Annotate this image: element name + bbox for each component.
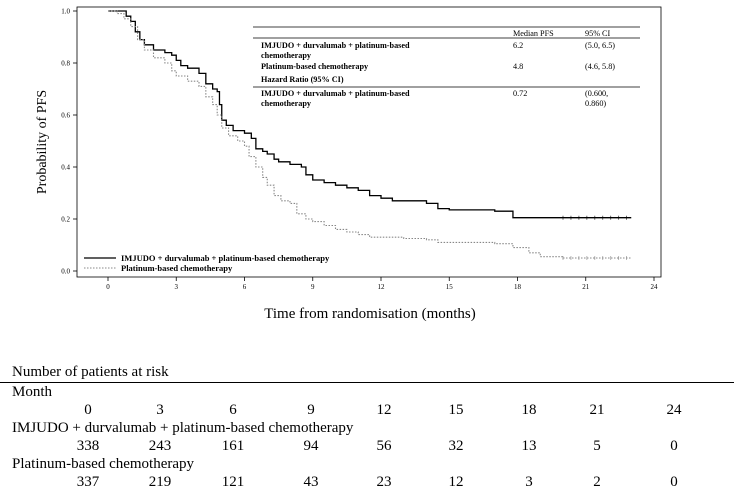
risk-count-platinum: 121 xyxy=(221,474,245,490)
risk-count-imjudo: 0 xyxy=(670,438,678,454)
summary-header-ci: 95% CI xyxy=(585,29,611,38)
risk-group2-label: Platinum-based chemotherapy xyxy=(12,456,195,472)
risk-count-platinum: 337 xyxy=(76,474,100,490)
risk-month-value: 3 xyxy=(156,402,164,418)
risk-month-value: 9 xyxy=(307,402,315,418)
risk-count-imjudo: 13 xyxy=(521,438,537,454)
legend-label: IMJUDO + durvalumab + platinum-based che… xyxy=(121,253,330,263)
summary-header-median: Median PFS xyxy=(513,29,554,38)
risk-table-title: Number of patients at risk xyxy=(12,364,169,380)
x-tick-label: 9 xyxy=(311,283,315,291)
risk-month-value: 21 xyxy=(589,402,605,418)
x-tick-label: 3 xyxy=(175,283,179,291)
summary-row1-label-line1: IMJUDO + durvalumab + platinum-based xyxy=(261,41,410,50)
x-tick-label: 21 xyxy=(582,283,590,291)
risk-group2-counts-row: 337 219 121 43 23 12 3 2 0 xyxy=(0,474,734,494)
summary-hr-ci-line1: (0.600, xyxy=(585,89,608,98)
summary-row1-label-line2: chemotherapy xyxy=(261,51,312,60)
summary-row2-ci: (4.6, 5.8) xyxy=(585,62,615,71)
x-tick-label: 24 xyxy=(651,283,659,291)
summary-hr-ci-line2: 0.860) xyxy=(585,99,606,108)
risk-count-platinum: 2 xyxy=(593,474,601,490)
y-tick-label: 0.2 xyxy=(61,216,70,224)
y-tick-label: 0.6 xyxy=(61,112,70,120)
summary-hr-title: Hazard Ratio (95% CI) xyxy=(261,75,344,84)
summary-row2-median: 4.8 xyxy=(513,62,523,71)
plot-frame xyxy=(76,6,662,278)
risk-count-imjudo: 243 xyxy=(148,438,172,454)
risk-count-platinum: 219 xyxy=(148,474,172,490)
risk-count-platinum: 12 xyxy=(448,474,464,490)
risk-count-platinum: 23 xyxy=(376,474,392,490)
y-tick-label: 0.4 xyxy=(61,164,70,172)
risk-count-imjudo: 161 xyxy=(221,438,245,454)
km-curve-imjudo xyxy=(108,10,632,219)
risk-month-label: Month xyxy=(12,384,53,400)
risk-table-title-row: Number of patients at risk xyxy=(0,364,734,384)
risk-month-value: 12 xyxy=(376,402,392,418)
summary-hr-value: 0.72 xyxy=(513,89,527,98)
summary-row2-label: Platinum-based chemotherapy xyxy=(261,62,369,71)
risk-group1-counts-row: 338 243 161 94 56 32 13 5 0 xyxy=(0,438,734,458)
x-tick-label: 0 xyxy=(106,283,110,291)
risk-count-imjudo: 32 xyxy=(448,438,464,454)
x-tick-label: 18 xyxy=(514,283,522,291)
risk-count-platinum: 0 xyxy=(670,474,678,490)
risk-count-imjudo: 5 xyxy=(593,438,601,454)
summary-hr-label-line2: chemotherapy xyxy=(261,99,312,108)
x-axis-label: Time from randomisation (months) xyxy=(264,306,476,322)
risk-month-values-row: 0 3 6 9 12 15 18 21 24 xyxy=(0,402,734,422)
risk-count-imjudo: 338 xyxy=(76,438,100,454)
risk-table-rule xyxy=(0,382,734,383)
risk-count-platinum: 3 xyxy=(525,474,533,490)
summary-row1-median: 6.2 xyxy=(513,41,523,50)
km-curve-platinum xyxy=(108,10,632,259)
risk-month-label-row: Month xyxy=(0,384,734,404)
risk-month-value: 24 xyxy=(666,402,682,418)
summary-row1-ci: (5.0, 6.5) xyxy=(585,41,615,50)
risk-count-imjudo: 56 xyxy=(376,438,392,454)
x-tick-label: 12 xyxy=(378,283,386,291)
risk-count-platinum: 43 xyxy=(303,474,319,490)
y-axis-label: Probability of PFS xyxy=(35,90,50,194)
risk-month-value: 0 xyxy=(84,402,92,418)
x-tick-label: 15 xyxy=(446,283,454,291)
risk-month-value: 15 xyxy=(448,402,464,418)
risk-month-value: 6 xyxy=(229,402,237,418)
risk-group1-label: IMJUDO + durvalumab + platinum-based che… xyxy=(12,420,354,436)
y-tick-label: 0.0 xyxy=(61,268,70,276)
risk-group2-label-row: Platinum-based chemotherapy xyxy=(0,456,734,476)
risk-group1-label-row: IMJUDO + durvalumab + platinum-based che… xyxy=(0,420,734,440)
legend-label: Platinum-based chemotherapy xyxy=(121,263,233,273)
risk-month-value: 18 xyxy=(521,402,537,418)
y-tick-label: 0.8 xyxy=(61,60,70,68)
y-tick-label: 1.0 xyxy=(61,8,70,16)
x-tick-label: 6 xyxy=(243,283,247,291)
summary-hr-label-line1: IMJUDO + durvalumab + platinum-based xyxy=(261,89,410,98)
risk-count-imjudo: 94 xyxy=(303,438,319,454)
